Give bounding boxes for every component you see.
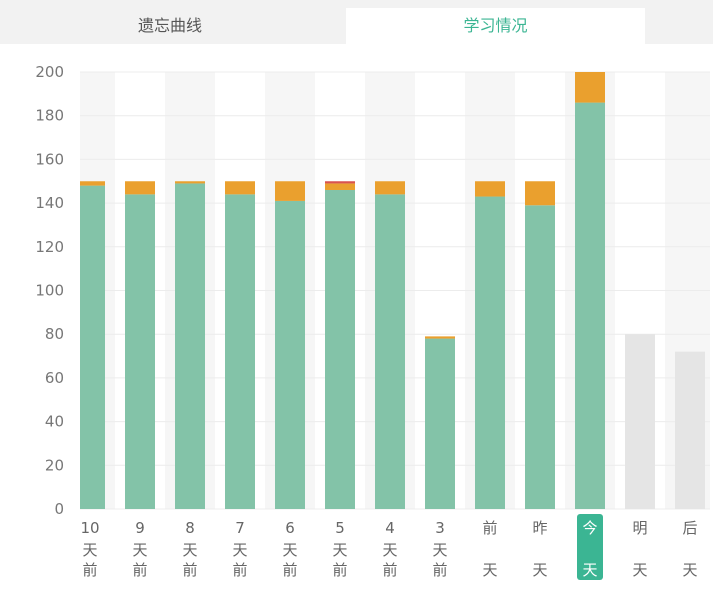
bar-segment-future[interactable] xyxy=(625,334,655,509)
bar-segment-green[interactable] xyxy=(175,183,205,509)
x-category-text: 前 xyxy=(132,561,147,579)
bar-segment-orange[interactable] xyxy=(225,181,255,195)
x-category-text: 8 xyxy=(185,519,195,537)
x-category-text: 前 xyxy=(282,561,297,579)
tab-study-status[interactable]: 学习情况 xyxy=(346,8,645,44)
tab-forgetting-curve[interactable]: 遗忘曲线 xyxy=(0,8,340,44)
x-category-label[interactable]: 10 天前 xyxy=(80,519,99,579)
x-category-text: 3 xyxy=(435,519,445,537)
x-category-label[interactable]: 4 天前 xyxy=(382,519,397,579)
bars xyxy=(80,72,705,510)
x-category-text: 4 xyxy=(385,519,395,537)
y-tick-label: 200 xyxy=(35,63,64,81)
y-tick-label: 120 xyxy=(35,238,64,256)
bar-segment-green[interactable] xyxy=(225,194,255,510)
x-category-text: 前 xyxy=(432,561,447,579)
x-category-text: 9 xyxy=(135,519,145,537)
x-category-text: 天 xyxy=(682,561,697,579)
x-category-text: 前 xyxy=(332,561,347,579)
bar-segment-green[interactable] xyxy=(425,338,455,509)
bar-segment-future[interactable] xyxy=(675,351,705,509)
y-tick-label: 0 xyxy=(54,500,64,518)
bar-segment-orange[interactable] xyxy=(80,181,105,186)
x-category-text: 前 xyxy=(232,561,247,579)
x-category-label[interactable]: 6 天前 xyxy=(282,519,297,579)
x-category-text: 天 xyxy=(182,541,197,559)
y-tick-label: 180 xyxy=(35,107,64,125)
bar-segment-orange[interactable] xyxy=(175,181,205,184)
x-category-text: 天 xyxy=(132,541,147,559)
x-category-text: 天 xyxy=(282,541,297,559)
x-category-text: 前 xyxy=(182,561,197,579)
x-category-text: 今 xyxy=(582,519,597,537)
x-category-label[interactable]: 前天 xyxy=(482,519,497,579)
bar-segment-orange[interactable] xyxy=(125,181,155,195)
x-category-text: 5 xyxy=(335,519,345,537)
x-category-text: 前 xyxy=(482,519,497,537)
x-category-label[interactable]: 3 天前 xyxy=(432,519,447,579)
x-category-label[interactable]: 昨天 xyxy=(532,519,547,579)
x-category-label[interactable]: 8 天前 xyxy=(182,519,197,579)
today-highlight xyxy=(577,514,603,580)
x-category-label[interactable]: 后天 xyxy=(682,519,697,579)
x-category-text: 6 xyxy=(285,519,295,537)
x-category-label[interactable]: 9 天前 xyxy=(132,519,147,579)
bar-segment-orange[interactable] xyxy=(575,72,605,103)
x-category-text: 7 xyxy=(235,519,245,537)
y-tick-label: 80 xyxy=(45,325,64,343)
x-category-text: 天 xyxy=(432,541,447,559)
bar-segment-green[interactable] xyxy=(475,196,505,510)
bar-segment-green[interactable] xyxy=(325,189,355,510)
y-axis-ticks: 0 20 40 60 80 100 120 140 160 180 200 xyxy=(35,63,64,518)
bar-segment-green[interactable] xyxy=(575,102,605,509)
bar-segment-orange[interactable] xyxy=(525,181,555,206)
x-category-text: 天 xyxy=(232,541,247,559)
bar-segment-green[interactable] xyxy=(80,185,105,509)
x-category-text: 天 xyxy=(532,561,547,579)
x-category-text: 明 xyxy=(632,519,647,537)
x-category-label[interactable]: 今天 xyxy=(577,514,603,580)
x-category-text: 天 xyxy=(632,561,647,579)
bar-segment-orange[interactable] xyxy=(375,181,405,195)
x-category-text: 天 xyxy=(482,561,497,579)
x-category-text: 前 xyxy=(382,561,397,579)
y-tick-label: 160 xyxy=(35,150,64,168)
bar-segment-orange[interactable] xyxy=(325,183,355,190)
x-category-text: 天 xyxy=(332,541,347,559)
bar-segment-red[interactable] xyxy=(325,181,355,184)
x-category-text: 前 xyxy=(82,561,97,579)
x-category-text: 10 xyxy=(80,519,99,537)
bar-segment-orange[interactable] xyxy=(425,336,455,339)
y-tick-label: 100 xyxy=(35,282,64,300)
y-tick-label: 60 xyxy=(45,369,64,387)
x-category-label[interactable]: 5 天前 xyxy=(332,519,347,579)
bar-segment-green[interactable] xyxy=(525,205,555,509)
bar-segment-green[interactable] xyxy=(275,200,305,510)
bar-segment-orange[interactable] xyxy=(475,181,505,197)
x-category-text: 昨 xyxy=(532,519,547,537)
x-category-label[interactable]: 明天 xyxy=(632,519,647,579)
y-tick-label: 140 xyxy=(35,194,64,212)
bar-segment-green[interactable] xyxy=(125,194,155,510)
bar-segment-orange[interactable] xyxy=(275,181,305,201)
x-category-label[interactable]: 7 天前 xyxy=(232,519,247,579)
x-category-text: 天 xyxy=(382,541,397,559)
x-category-text: 天 xyxy=(582,561,597,579)
bar-segment-green[interactable] xyxy=(375,194,405,510)
tab-bar: 遗忘曲线 学习情况 xyxy=(0,0,713,44)
y-tick-label: 40 xyxy=(45,413,64,431)
x-category-text: 天 xyxy=(82,541,97,559)
x-category-text: 后 xyxy=(682,519,697,537)
y-tick-label: 20 xyxy=(45,456,64,474)
